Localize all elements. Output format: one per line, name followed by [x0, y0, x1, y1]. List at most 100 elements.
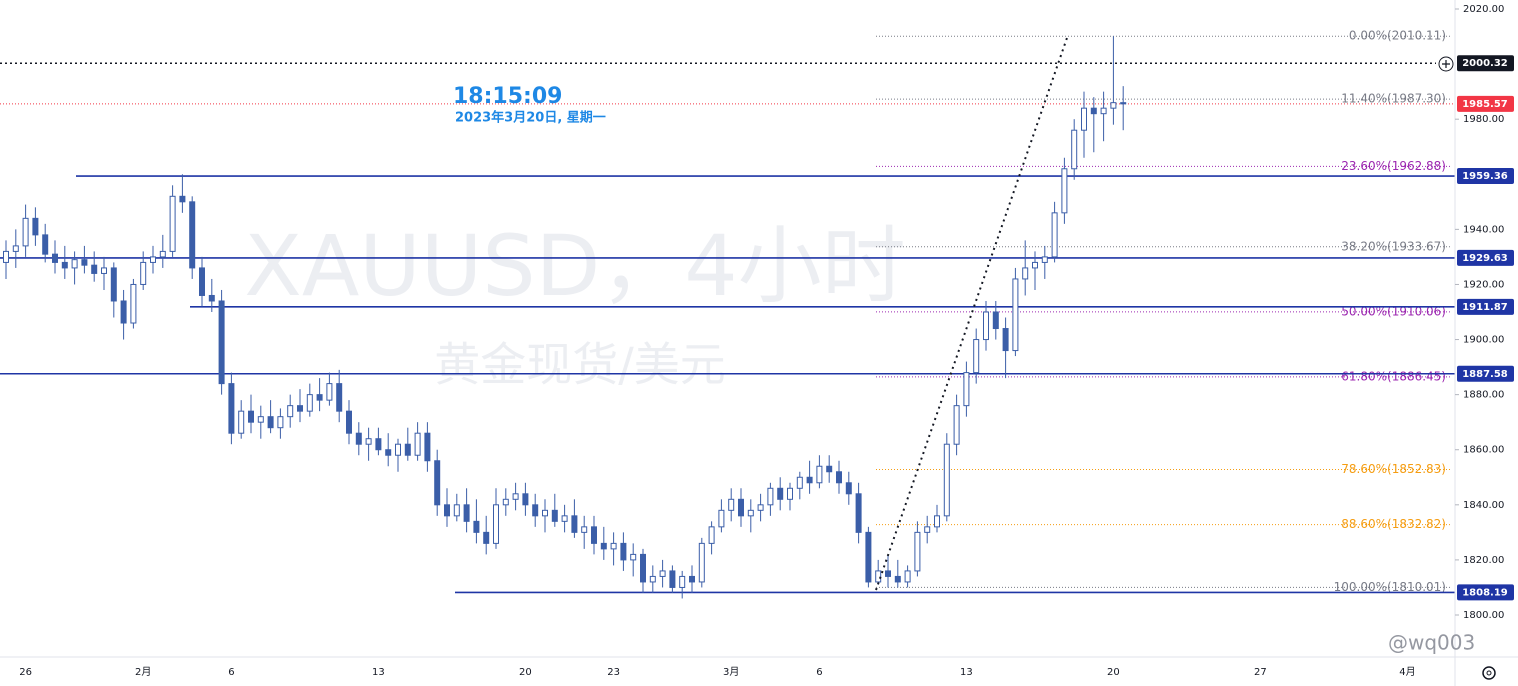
- candle-body: [150, 256, 156, 263]
- x-tick-label: 6: [816, 667, 822, 678]
- candle-body: [316, 394, 323, 401]
- candle-body: [816, 465, 823, 484]
- x-tick-label: 4月: [1399, 666, 1415, 678]
- candle-body: [875, 570, 882, 583]
- candle-body: [101, 267, 107, 274]
- x-tick-label: 26: [19, 667, 32, 678]
- fib-label: 100.00%(1810.01): [1334, 580, 1446, 594]
- candle-body: [1090, 107, 1097, 115]
- candle-body: [22, 217, 29, 247]
- candle-body: [522, 493, 529, 506]
- candle-body: [914, 531, 921, 572]
- candle-body: [983, 311, 989, 341]
- candle-body: [551, 509, 558, 522]
- y-tick-label: 1980.00: [1463, 114, 1504, 125]
- candle-body: [3, 250, 9, 263]
- level-price-box: [1457, 365, 1514, 382]
- candle-body: [747, 509, 754, 517]
- candle-body: [679, 575, 686, 588]
- candle-body: [238, 410, 245, 434]
- fib-label: 11.40%(1987.30): [1341, 92, 1446, 106]
- clock-time: 18:15:09: [453, 84, 562, 109]
- level-price-label: 1808.19: [1462, 587, 1508, 598]
- crosshair-price-label: 2000.32: [1462, 58, 1508, 69]
- candle-body: [375, 438, 382, 451]
- y-tick-label: 1820.00: [1463, 555, 1504, 566]
- candle-body: [992, 311, 999, 330]
- add-alert-plus: [1442, 60, 1450, 68]
- axis-layer: 1800.00 1820.00 1840.00 1860.00 1880.00 1900.…: [19, 4, 1514, 678]
- candle-body: [52, 253, 58, 263]
- candle-body: [757, 504, 764, 511]
- candle-body: [120, 300, 127, 324]
- candle-body: [1032, 261, 1038, 269]
- level-price-box: [1457, 298, 1514, 315]
- candle-body: [953, 405, 960, 445]
- candle-body: [600, 542, 607, 550]
- candle-body: [904, 570, 911, 583]
- candle-body: [542, 509, 548, 517]
- candle-body: [659, 570, 666, 577]
- candle-body: [395, 443, 401, 456]
- level-price-label: 1911.87: [1462, 302, 1508, 313]
- crosshair-price-box: [1457, 55, 1514, 72]
- y-tick-label: 1800.00: [1463, 610, 1504, 621]
- candle-body: [591, 526, 597, 544]
- x-tick-label: 3月: [723, 666, 739, 678]
- level-price-label: 1929.63: [1462, 253, 1508, 264]
- settings-gear[interactable]: [1482, 666, 1496, 680]
- candle-body: [1110, 102, 1117, 109]
- candle-body: [1061, 168, 1068, 214]
- settings-icon[interactable]: [1482, 666, 1496, 680]
- symbol-watermark: XAUUSD，4小时: [244, 217, 905, 315]
- candle-body: [777, 487, 784, 500]
- x-tick-label: 2月: [135, 666, 151, 678]
- candle-body: [561, 515, 568, 522]
- candle-body: [424, 432, 431, 462]
- candle-body: [365, 438, 372, 445]
- x-tick-label: 20: [1107, 667, 1120, 678]
- settings-gear-center: [1486, 670, 1492, 676]
- y-tick-label: 1860.00: [1463, 445, 1504, 456]
- candle-body: [836, 471, 842, 484]
- candle-body: [865, 531, 872, 583]
- candle-body: [943, 443, 950, 517]
- candle-body: [689, 575, 695, 583]
- candle-body: [630, 553, 637, 561]
- candle-body: [306, 394, 313, 412]
- candle-body: [728, 498, 735, 511]
- candle-body: [894, 575, 901, 583]
- candle-body: [640, 553, 646, 583]
- candle-body: [42, 234, 49, 255]
- candle-body: [404, 443, 411, 456]
- candle-body: [1041, 256, 1048, 263]
- candle-body: [532, 504, 539, 517]
- candle-body: [208, 294, 215, 302]
- candle-body: [199, 267, 205, 296]
- candle-body: [228, 383, 235, 434]
- candle-body: [787, 487, 793, 500]
- candle-body: [483, 531, 490, 544]
- trend-line: [875, 34, 1069, 591]
- fib-label: 78.60%(1852.83): [1341, 462, 1446, 476]
- candle-body: [512, 493, 519, 500]
- candle-body: [463, 504, 470, 522]
- candle-body: [698, 542, 705, 583]
- candle-body: [287, 405, 294, 418]
- x-tick-label: 27: [1254, 667, 1267, 678]
- fib-label: 50.00%(1910.06): [1341, 304, 1446, 318]
- candle-body: [257, 416, 264, 423]
- candle-body: [336, 383, 343, 412]
- fib-label: 61.80%(1886.45): [1341, 369, 1446, 383]
- y-tick-label: 1840.00: [1463, 500, 1504, 511]
- candle-body: [326, 383, 333, 401]
- clock-date: 2023年3月20日, 星期一: [455, 110, 606, 126]
- candle-body: [1081, 107, 1087, 131]
- candle-body: [32, 217, 39, 236]
- candle-body: [130, 283, 137, 324]
- candle-body: [248, 410, 254, 423]
- level-price-box: [1457, 168, 1514, 185]
- candle-body: [924, 526, 931, 533]
